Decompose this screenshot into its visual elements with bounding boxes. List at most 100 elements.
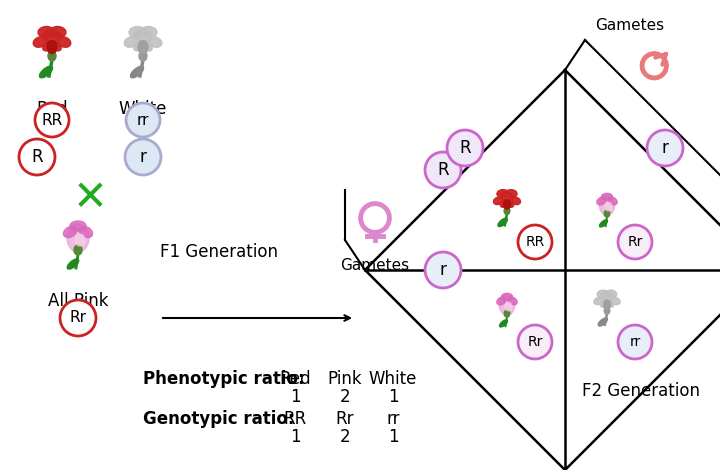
Text: RR: RR (41, 112, 63, 127)
Ellipse shape (134, 41, 144, 51)
Ellipse shape (38, 26, 54, 38)
Ellipse shape (611, 298, 620, 305)
Text: Rr: Rr (336, 410, 354, 428)
Ellipse shape (600, 300, 608, 307)
Ellipse shape (600, 220, 608, 227)
Text: Pink: Pink (328, 370, 362, 388)
Ellipse shape (505, 302, 512, 311)
Ellipse shape (50, 26, 66, 38)
Ellipse shape (599, 196, 615, 215)
Text: 1: 1 (387, 388, 398, 406)
Ellipse shape (598, 318, 608, 326)
Text: All Pink: All Pink (48, 292, 108, 310)
Text: White: White (119, 100, 167, 118)
Ellipse shape (604, 210, 610, 217)
Text: F2 Generation: F2 Generation (582, 382, 700, 400)
Text: 1: 1 (289, 388, 300, 406)
Ellipse shape (79, 227, 93, 237)
Text: Rr: Rr (527, 335, 543, 349)
Ellipse shape (501, 293, 513, 300)
Ellipse shape (74, 245, 82, 255)
Ellipse shape (510, 197, 521, 204)
Text: R: R (459, 139, 471, 157)
Circle shape (518, 225, 552, 259)
Ellipse shape (606, 300, 613, 307)
Ellipse shape (503, 200, 510, 209)
Text: R: R (437, 161, 449, 179)
Ellipse shape (597, 290, 608, 298)
Ellipse shape (148, 37, 162, 47)
Ellipse shape (500, 192, 513, 201)
Ellipse shape (141, 26, 157, 38)
Ellipse shape (125, 37, 138, 47)
Circle shape (425, 152, 461, 188)
Text: Gametes: Gametes (595, 18, 665, 33)
Text: R: R (31, 148, 42, 166)
Text: Genotypic ratio:: Genotypic ratio: (143, 410, 294, 428)
Ellipse shape (506, 200, 513, 207)
Ellipse shape (608, 197, 617, 205)
Ellipse shape (600, 292, 613, 301)
Text: 1: 1 (289, 428, 300, 446)
Text: Rr: Rr (70, 311, 86, 326)
Ellipse shape (42, 41, 53, 51)
Text: 2: 2 (340, 388, 351, 406)
Ellipse shape (142, 41, 152, 51)
Ellipse shape (603, 300, 611, 309)
Text: rr: rr (386, 410, 400, 428)
Ellipse shape (33, 37, 47, 47)
Ellipse shape (48, 51, 56, 61)
Text: Phenotypic ratio:: Phenotypic ratio: (143, 370, 305, 388)
Ellipse shape (504, 207, 510, 214)
Text: rr: rr (137, 112, 149, 127)
Ellipse shape (500, 200, 508, 207)
Ellipse shape (493, 197, 503, 204)
Text: Gametes: Gametes (341, 258, 410, 273)
Ellipse shape (601, 193, 613, 200)
Ellipse shape (57, 37, 71, 47)
Ellipse shape (505, 189, 517, 197)
Text: Rr: Rr (627, 235, 643, 249)
Circle shape (618, 225, 652, 259)
Ellipse shape (63, 227, 76, 237)
Ellipse shape (138, 40, 148, 54)
Text: rr: rr (629, 335, 641, 349)
Circle shape (35, 103, 69, 137)
Ellipse shape (594, 298, 603, 305)
Circle shape (126, 103, 160, 137)
Circle shape (125, 139, 161, 175)
Text: RR: RR (284, 410, 307, 428)
Circle shape (19, 139, 55, 175)
Ellipse shape (67, 224, 89, 252)
Ellipse shape (498, 218, 508, 227)
Ellipse shape (606, 290, 617, 298)
Text: r: r (662, 139, 668, 157)
Ellipse shape (47, 40, 57, 54)
Text: r: r (140, 148, 146, 166)
Ellipse shape (43, 30, 61, 42)
Ellipse shape (504, 310, 510, 317)
Text: r: r (440, 261, 446, 279)
Text: Red: Red (279, 370, 311, 388)
Ellipse shape (500, 320, 508, 327)
Ellipse shape (130, 66, 143, 78)
Text: 2: 2 (340, 428, 351, 446)
Text: RR: RR (526, 235, 544, 249)
Ellipse shape (508, 297, 517, 305)
Ellipse shape (139, 51, 147, 61)
Ellipse shape (70, 221, 86, 231)
Text: White: White (369, 370, 417, 388)
Ellipse shape (604, 307, 610, 314)
Circle shape (60, 300, 96, 336)
Circle shape (618, 325, 652, 359)
Ellipse shape (499, 296, 515, 315)
Circle shape (425, 252, 461, 288)
Text: ✕: ✕ (73, 177, 107, 219)
Circle shape (518, 325, 552, 359)
Ellipse shape (67, 259, 78, 269)
Ellipse shape (597, 197, 606, 205)
Ellipse shape (129, 26, 145, 38)
Ellipse shape (497, 189, 508, 197)
Ellipse shape (497, 297, 506, 305)
Ellipse shape (134, 30, 152, 42)
